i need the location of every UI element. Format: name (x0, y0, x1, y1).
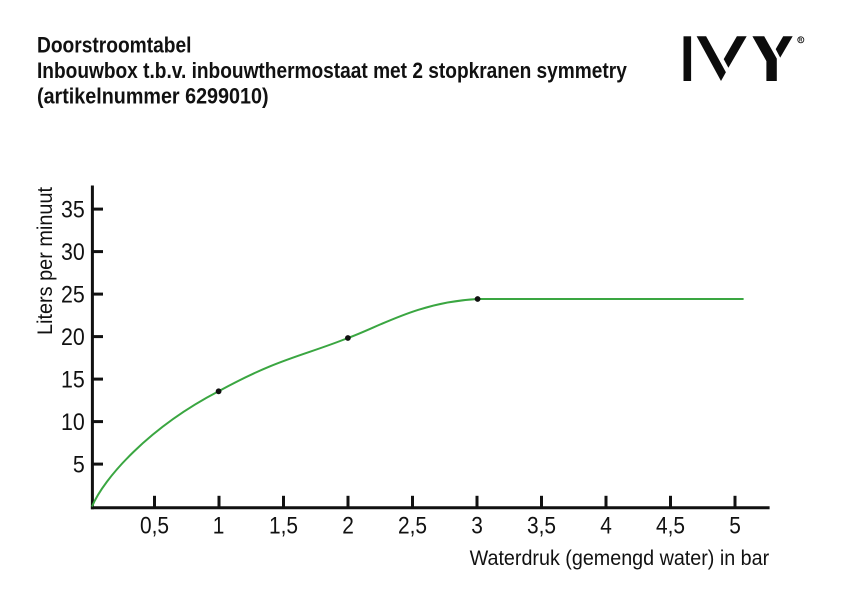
svg-text:25: 25 (61, 280, 85, 307)
svg-text:2,5: 2,5 (398, 512, 427, 539)
svg-text:Waterdruk (gemengd water) in b: Waterdruk (gemengd water) in bar (470, 547, 770, 570)
svg-text:2: 2 (342, 512, 354, 539)
svg-text:(artikelnummer 6299010): (artikelnummer 6299010) (37, 84, 269, 108)
svg-text:1: 1 (213, 512, 225, 539)
svg-text:5: 5 (729, 512, 741, 539)
svg-text:10: 10 (61, 408, 85, 435)
svg-text:Doorstroomtabel: Doorstroomtabel (37, 33, 191, 58)
svg-text:20: 20 (61, 323, 85, 350)
svg-text:1,5: 1,5 (269, 512, 298, 539)
svg-text:4,5: 4,5 (656, 512, 685, 539)
svg-text:30: 30 (61, 238, 85, 265)
svg-text:4: 4 (600, 512, 612, 539)
svg-text:3: 3 (471, 512, 483, 539)
svg-text:Inbouwbox t.b.v. inbouwthermos: Inbouwbox t.b.v. inbouwthermostaat met 2… (37, 59, 627, 84)
svg-text:5: 5 (73, 450, 85, 477)
svg-text:Liters per minuut: Liters per minuut (34, 187, 58, 335)
svg-text:3,5: 3,5 (527, 512, 556, 539)
svg-text:15: 15 (61, 365, 85, 392)
svg-text:35: 35 (61, 195, 85, 222)
svg-text:0,5: 0,5 (140, 512, 169, 539)
